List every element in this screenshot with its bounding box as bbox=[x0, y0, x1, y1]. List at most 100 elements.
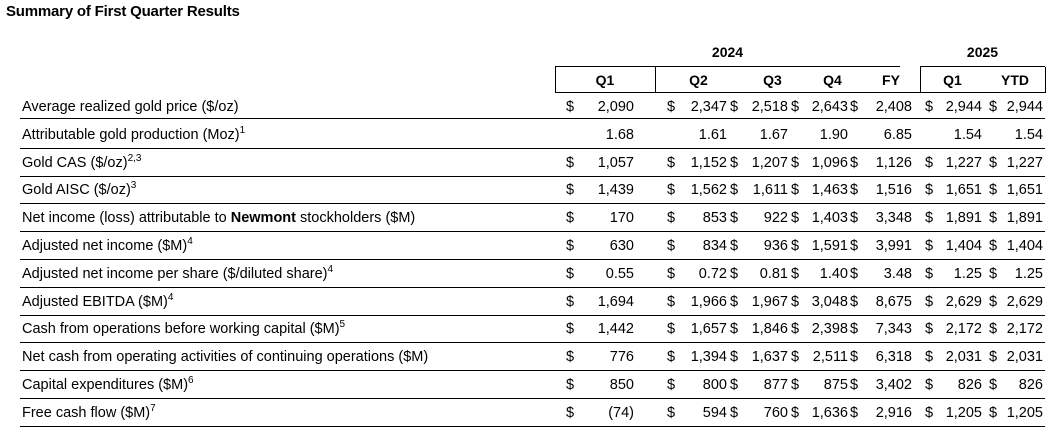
table-row: Gold AISC ($/oz)3 $1,439 $1,562 $1,611 $1,46… bbox=[0, 177, 1051, 205]
rule-header-bottom bbox=[555, 92, 1045, 93]
table-cell: 1,636 bbox=[811, 404, 848, 421]
table-cell: 2,031 bbox=[1006, 349, 1043, 366]
currency-symbol: $ bbox=[925, 293, 934, 310]
currency-symbol: $ bbox=[791, 349, 800, 366]
currency-symbol: $ bbox=[730, 265, 739, 282]
table-cell: 1,562 bbox=[690, 182, 727, 199]
footnote-marker: 6 bbox=[188, 375, 194, 386]
currency-symbol: $ bbox=[667, 377, 676, 393]
table-cell: 2,629 bbox=[945, 293, 982, 310]
table-cell: 776 bbox=[609, 349, 634, 366]
rule-2024-top bbox=[555, 66, 900, 67]
column-header-ytd-2025: YTD bbox=[1001, 72, 1029, 88]
currency-symbol: $ bbox=[730, 238, 739, 254]
column-divider bbox=[555, 67, 556, 93]
table-row: Adjusted EBITDA ($M)4 $1,694 $1,966 $1,967 $… bbox=[0, 289, 1051, 316]
currency-symbol: $ bbox=[989, 238, 998, 254]
currency-symbol: $ bbox=[925, 238, 934, 254]
table-cell: 1,403 bbox=[811, 210, 848, 227]
table-row: Adjusted net income ($M)4 $630 $834 $936 $1,… bbox=[0, 233, 1051, 260]
footnote-marker: 1 bbox=[239, 124, 246, 136]
table-cell: 1,057 bbox=[597, 154, 634, 171]
row-label: Attributable gold production (Moz)1 bbox=[22, 124, 246, 143]
currency-symbol: $ bbox=[730, 321, 739, 338]
currency-symbol: $ bbox=[925, 377, 934, 393]
currency-symbol: $ bbox=[566, 154, 575, 171]
table-cell: 3.48 bbox=[883, 265, 912, 282]
currency-symbol: $ bbox=[566, 210, 575, 227]
row-separator bbox=[20, 342, 1045, 344]
column-header-q3-2024: Q3 bbox=[763, 72, 782, 88]
currency-symbol: $ bbox=[791, 377, 800, 393]
currency-symbol: $ bbox=[925, 321, 934, 338]
column-header-q1-2024: Q1 bbox=[595, 72, 615, 88]
column-divider bbox=[1045, 67, 1046, 93]
table-cell: 1,651 bbox=[1006, 182, 1043, 199]
currency-symbol: $ bbox=[925, 404, 934, 421]
table-cell: 0.81 bbox=[759, 265, 788, 282]
table-cell: 1,967 bbox=[751, 293, 788, 310]
table-cell: 2,944 bbox=[945, 99, 982, 115]
table-cell: 3,348 bbox=[875, 210, 912, 227]
currency-symbol: $ bbox=[850, 210, 859, 227]
table-cell: 1,394 bbox=[690, 349, 727, 366]
currency-symbol: $ bbox=[850, 321, 859, 338]
table-cell: 1,126 bbox=[875, 154, 912, 171]
currency-symbol: $ bbox=[989, 404, 998, 421]
currency-symbol: $ bbox=[730, 182, 739, 199]
table-cell: 1,657 bbox=[690, 321, 727, 338]
row-separator bbox=[20, 314, 1045, 316]
currency-symbol: $ bbox=[925, 265, 934, 282]
currency-symbol: $ bbox=[989, 210, 998, 227]
column-divider bbox=[920, 67, 921, 93]
column-divider bbox=[655, 67, 656, 93]
currency-symbol: $ bbox=[989, 377, 998, 393]
footnote-marker: 2,3 bbox=[127, 152, 142, 164]
table-cell: 1,404 bbox=[945, 238, 982, 254]
row-label: Cash from operations before working capi… bbox=[22, 320, 345, 338]
row-separator bbox=[20, 425, 1045, 427]
currency-symbol: $ bbox=[925, 182, 934, 199]
currency-symbol: $ bbox=[566, 293, 575, 310]
table-cell: 1,591 bbox=[811, 238, 848, 254]
currency-symbol: $ bbox=[730, 210, 739, 227]
currency-symbol: $ bbox=[730, 377, 739, 393]
row-separator bbox=[20, 175, 1045, 177]
table-row: Net income (loss) attributable to Newmon… bbox=[0, 205, 1051, 233]
table-cell: 1,651 bbox=[945, 182, 982, 199]
table-cell: 1,463 bbox=[811, 182, 848, 199]
table-cell: 1.40 bbox=[819, 265, 848, 282]
table-cell: 2,916 bbox=[875, 404, 912, 421]
table-cell: 7,343 bbox=[875, 321, 912, 338]
currency-symbol: $ bbox=[989, 293, 998, 310]
table-cell: 760 bbox=[763, 404, 788, 421]
currency-symbol: $ bbox=[791, 182, 800, 199]
currency-symbol: $ bbox=[925, 210, 934, 227]
table-cell: 2,518 bbox=[751, 99, 788, 115]
column-header-q1-2025: Q1 bbox=[943, 72, 962, 88]
currency-symbol: $ bbox=[791, 99, 800, 115]
table-cell: 1,516 bbox=[875, 182, 912, 199]
table-row: Attributable gold production (Moz)1 1.68 1… bbox=[0, 122, 1051, 149]
table-cell: 2,944 bbox=[1006, 99, 1043, 115]
table-cell: 922 bbox=[763, 210, 788, 227]
currency-symbol: $ bbox=[566, 349, 575, 366]
table-row: Cash from operations before working capi… bbox=[0, 316, 1051, 344]
table-cell: 1.61 bbox=[698, 126, 727, 143]
table-cell: 936 bbox=[763, 238, 788, 254]
table-cell: 1,207 bbox=[751, 154, 788, 171]
currency-symbol: $ bbox=[791, 210, 800, 227]
currency-symbol: $ bbox=[850, 154, 859, 171]
currency-symbol: $ bbox=[850, 265, 859, 282]
row-label-text: Gold CAS ($/oz) bbox=[22, 154, 128, 171]
currency-symbol: $ bbox=[791, 154, 800, 171]
currency-symbol: $ bbox=[791, 321, 800, 338]
currency-symbol: $ bbox=[667, 404, 676, 421]
column-header-fy-2024: FY bbox=[882, 72, 900, 88]
row-label: Gold CAS ($/oz)2,3 bbox=[22, 152, 142, 171]
row-label: Average realized gold price ($/oz) bbox=[22, 99, 239, 115]
year-header-2025: 2025 bbox=[966, 44, 999, 60]
table-cell: 2,408 bbox=[875, 99, 912, 115]
currency-symbol: $ bbox=[925, 349, 934, 366]
currency-symbol: $ bbox=[791, 293, 800, 310]
